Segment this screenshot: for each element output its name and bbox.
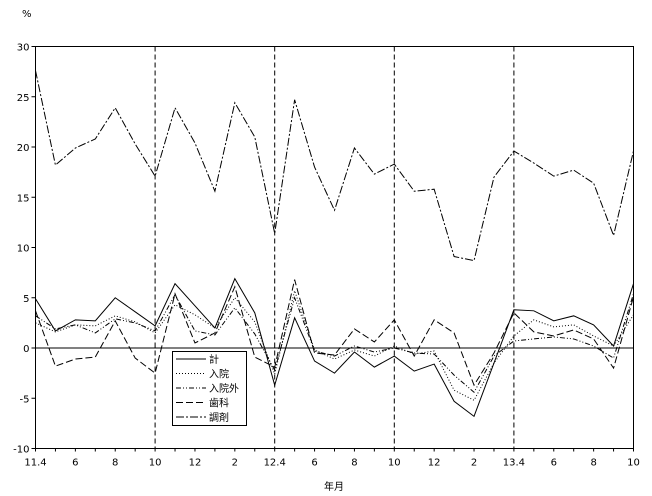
- legend-label: 入院: [209, 368, 229, 381]
- series-line-入院: [35, 288, 634, 401]
- x-tick-label: 10: [627, 458, 640, 469]
- x-tick-label: 13.4: [503, 458, 525, 469]
- y-tick-label: 20: [17, 143, 30, 154]
- legend-label: 入院外: [209, 382, 239, 395]
- series-line-計: [35, 277, 634, 418]
- x-tick-label: 10: [149, 458, 162, 469]
- y-axis-label: %: [22, 9, 32, 20]
- y-tick-label: -5: [20, 394, 30, 405]
- x-tick-label: 6: [72, 458, 78, 469]
- x-axis-label: 年月: [324, 480, 344, 493]
- y-tick-label: 30: [17, 43, 30, 54]
- x-tick-label: 8: [112, 458, 118, 469]
- y-tick-label: 25: [17, 93, 30, 104]
- series-line-調剤: [35, 70, 634, 262]
- x-tick-label: 12.4: [264, 458, 286, 469]
- series-line-歯科: [35, 279, 634, 387]
- x-tick-label: 8: [351, 458, 357, 469]
- period-separators: [154, 46, 634, 449]
- x-tick-label: 10: [388, 458, 401, 469]
- y-axis-ticks: -10 -5 0 5 10 15 20 25 30: [13, 43, 36, 456]
- series-lines: [35, 70, 634, 418]
- x-tick-label: 2: [232, 458, 238, 469]
- legend-label: 計: [209, 353, 219, 366]
- x-tick-label: 6: [311, 458, 317, 469]
- y-tick-label: 10: [17, 244, 30, 255]
- x-tick-label: 2: [471, 458, 477, 469]
- x-tick-label: 12: [428, 458, 441, 469]
- x-tick-label: 6: [551, 458, 557, 469]
- x-tick-label: 8: [590, 458, 596, 469]
- plot-area: [35, 46, 634, 449]
- series-line-入院外: [35, 293, 634, 393]
- x-axis-ticks: 11.4 6 8 10 12 2 12.4 6 8 10 12 2 13.4 6 8 10: [24, 448, 640, 469]
- y-tick-label: -10: [13, 445, 29, 456]
- legend-box: [172, 351, 247, 426]
- y-tick-label: 15: [17, 193, 30, 204]
- y-tick-label: 5: [23, 294, 29, 305]
- legend-label: 歯科: [209, 397, 229, 410]
- y-tick-label: 0: [23, 344, 29, 355]
- x-tick-label: 11.4: [24, 458, 46, 469]
- x-tick-label: 12: [189, 458, 202, 469]
- legend-label: 調剤: [209, 411, 229, 424]
